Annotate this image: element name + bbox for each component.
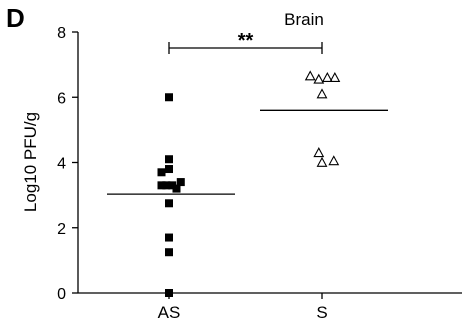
significance-label: ** xyxy=(238,30,254,52)
panel-letter: D xyxy=(6,3,25,33)
y-tick-label: 6 xyxy=(57,90,66,107)
data-point-triangle xyxy=(316,156,328,167)
x-tick-label: S xyxy=(316,303,327,322)
data-point-square xyxy=(162,181,171,190)
data-point-square xyxy=(165,233,173,242)
data-point-square xyxy=(157,181,166,190)
data-point-square xyxy=(165,165,173,174)
data-point-triangle xyxy=(304,70,316,81)
data-point-square xyxy=(165,199,173,208)
data-points xyxy=(157,70,341,297)
y-axis-label: Log10 PFU/g xyxy=(21,112,40,212)
data-point-square xyxy=(157,168,166,177)
x-tick-label: AS xyxy=(158,303,181,322)
x-ticks: AS S xyxy=(158,293,328,322)
data-point-triangle xyxy=(329,72,341,83)
y-tick-label: 4 xyxy=(57,156,66,173)
data-point-square xyxy=(176,178,185,187)
significance-bracket: ** xyxy=(168,30,323,54)
data-point-square xyxy=(165,289,173,297)
data-point-square xyxy=(165,93,173,102)
data-point-triangle xyxy=(313,147,325,158)
y-tick-label: 0 xyxy=(57,286,66,303)
data-point-triangle xyxy=(313,73,325,84)
data-point-triangle xyxy=(316,88,328,99)
data-point-square xyxy=(165,155,173,164)
data-point-square xyxy=(172,184,181,193)
data-point-square xyxy=(168,181,177,190)
chart-title: Brain xyxy=(284,10,324,29)
y-tick-label: 2 xyxy=(57,221,66,238)
mean-lines xyxy=(107,109,388,195)
y-tick-label: 8 xyxy=(57,25,66,42)
data-point-triangle xyxy=(328,155,340,166)
data-point-square xyxy=(165,248,173,257)
y-ticks: 0 2 4 6 8 xyxy=(57,25,78,303)
data-point-triangle xyxy=(321,72,333,83)
